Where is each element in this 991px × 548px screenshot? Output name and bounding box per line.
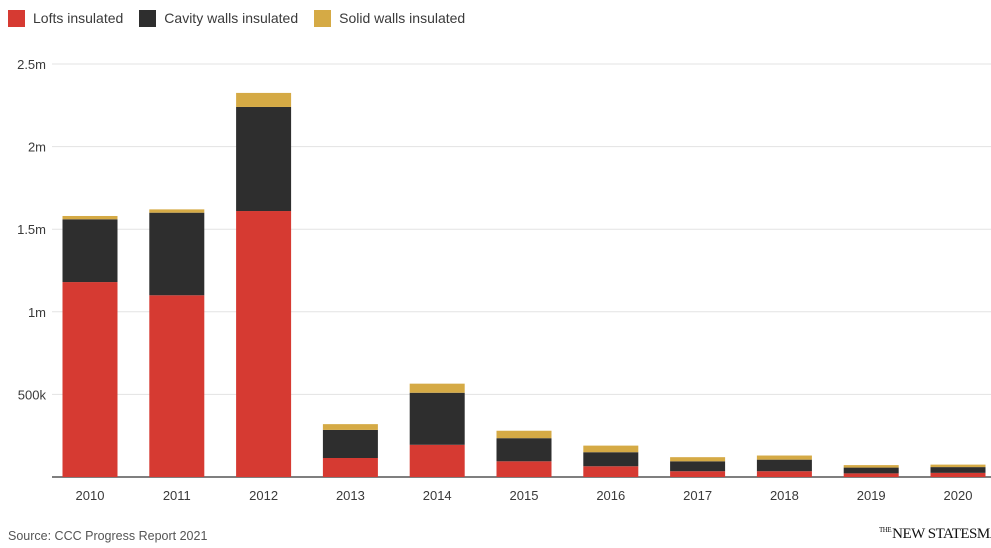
x-tick-label-2012: 2012 xyxy=(249,488,278,503)
bar-lofts-insulated-2018 xyxy=(756,471,812,477)
bar-cavity-walls-insulated-2010 xyxy=(62,219,118,283)
bar-solid-walls-insulated-2016 xyxy=(583,445,639,453)
x-tick-label-2018: 2018 xyxy=(770,488,799,503)
bar-solid-walls-insulated-2018 xyxy=(756,455,812,460)
bar-lofts-insulated-2017 xyxy=(670,471,726,477)
bar-cavity-walls-insulated-2016 xyxy=(583,452,639,467)
bar-solid-walls-insulated-2014 xyxy=(409,383,465,393)
bar-lofts-insulated-2014 xyxy=(409,444,465,477)
bar-lofts-insulated-2012 xyxy=(236,211,292,477)
brand-logo-name: NEW STATESMAN xyxy=(892,526,991,542)
bar-lofts-insulated-2020 xyxy=(930,472,986,477)
legend-label-cavity-walls: Cavity walls insulated xyxy=(164,10,299,26)
bar-cavity-walls-insulated-2011 xyxy=(149,212,205,296)
bar-lofts-insulated-2016 xyxy=(583,466,639,477)
bar-solid-walls-insulated-2015 xyxy=(496,430,552,439)
legend-swatch-lofts xyxy=(8,9,25,27)
bar-solid-walls-insulated-2019 xyxy=(843,465,899,468)
brand-logo: THENEW STATESMAN xyxy=(879,526,991,543)
legend-swatch-cavity-walls xyxy=(139,9,157,27)
bar-lofts-insulated-2015 xyxy=(496,461,552,477)
bar-cavity-walls-insulated-2018 xyxy=(756,459,812,472)
bar-cavity-walls-insulated-2015 xyxy=(496,438,552,462)
bar-cavity-walls-insulated-2014 xyxy=(409,392,465,445)
legend-swatch-solid-walls xyxy=(314,9,332,27)
legend-item-solid-walls: Solid walls insulated xyxy=(314,9,466,27)
y-tick-label-500k: 500k xyxy=(18,387,47,402)
x-tick-label-2020: 2020 xyxy=(944,488,973,503)
bar-lofts-insulated-2013 xyxy=(322,458,378,477)
bar-solid-walls-insulated-2010 xyxy=(62,215,118,220)
legend-label-solid-walls: Solid walls insulated xyxy=(339,10,466,26)
bar-lofts-insulated-2011 xyxy=(149,295,205,477)
bar-lofts-insulated-2019 xyxy=(843,473,899,477)
legend-label-lofts: Lofts insulated xyxy=(33,10,124,26)
bar-cavity-walls-insulated-2019 xyxy=(843,467,899,474)
x-tick-label-2016: 2016 xyxy=(596,488,625,503)
x-tick-label-2015: 2015 xyxy=(510,488,539,503)
bar-cavity-walls-insulated-2020 xyxy=(930,467,986,473)
bar-solid-walls-insulated-2017 xyxy=(670,457,726,462)
x-tick-label-2019: 2019 xyxy=(857,488,886,503)
x-tick-label-2011: 2011 xyxy=(163,488,191,503)
legend-item-cavity-walls: Cavity walls insulated xyxy=(139,9,299,27)
bar-solid-walls-insulated-2011 xyxy=(149,209,205,213)
y-tick-label-1-5m: 1.5m xyxy=(17,222,46,237)
x-tick-label-2017: 2017 xyxy=(683,488,712,503)
bar-solid-walls-insulated-2020 xyxy=(930,464,986,468)
bar-cavity-walls-insulated-2013 xyxy=(322,429,378,459)
bar-cavity-walls-insulated-2017 xyxy=(670,461,726,472)
source-note: Source: CCC Progress Report 2021 xyxy=(8,529,208,543)
bar-solid-walls-insulated-2012 xyxy=(236,92,292,107)
chart-legend: Lofts insulated Cavity walls insulated S… xyxy=(8,6,465,30)
y-tick-label-2-5m: 2.5m xyxy=(17,57,46,72)
y-tick-label-2m: 2m xyxy=(28,140,46,155)
bar-lofts-insulated-2010 xyxy=(62,282,118,477)
bar-solid-walls-insulated-2013 xyxy=(322,424,378,430)
y-tick-label-1m: 1m xyxy=(28,305,46,320)
x-tick-label-2013: 2013 xyxy=(336,488,365,503)
legend-item-lofts: Lofts insulated xyxy=(8,9,124,27)
brand-logo-prefix: THE xyxy=(879,526,892,534)
x-tick-label-2014: 2014 xyxy=(423,488,452,503)
x-tick-label-2010: 2010 xyxy=(76,488,105,503)
bar-cavity-walls-insulated-2012 xyxy=(236,106,292,212)
